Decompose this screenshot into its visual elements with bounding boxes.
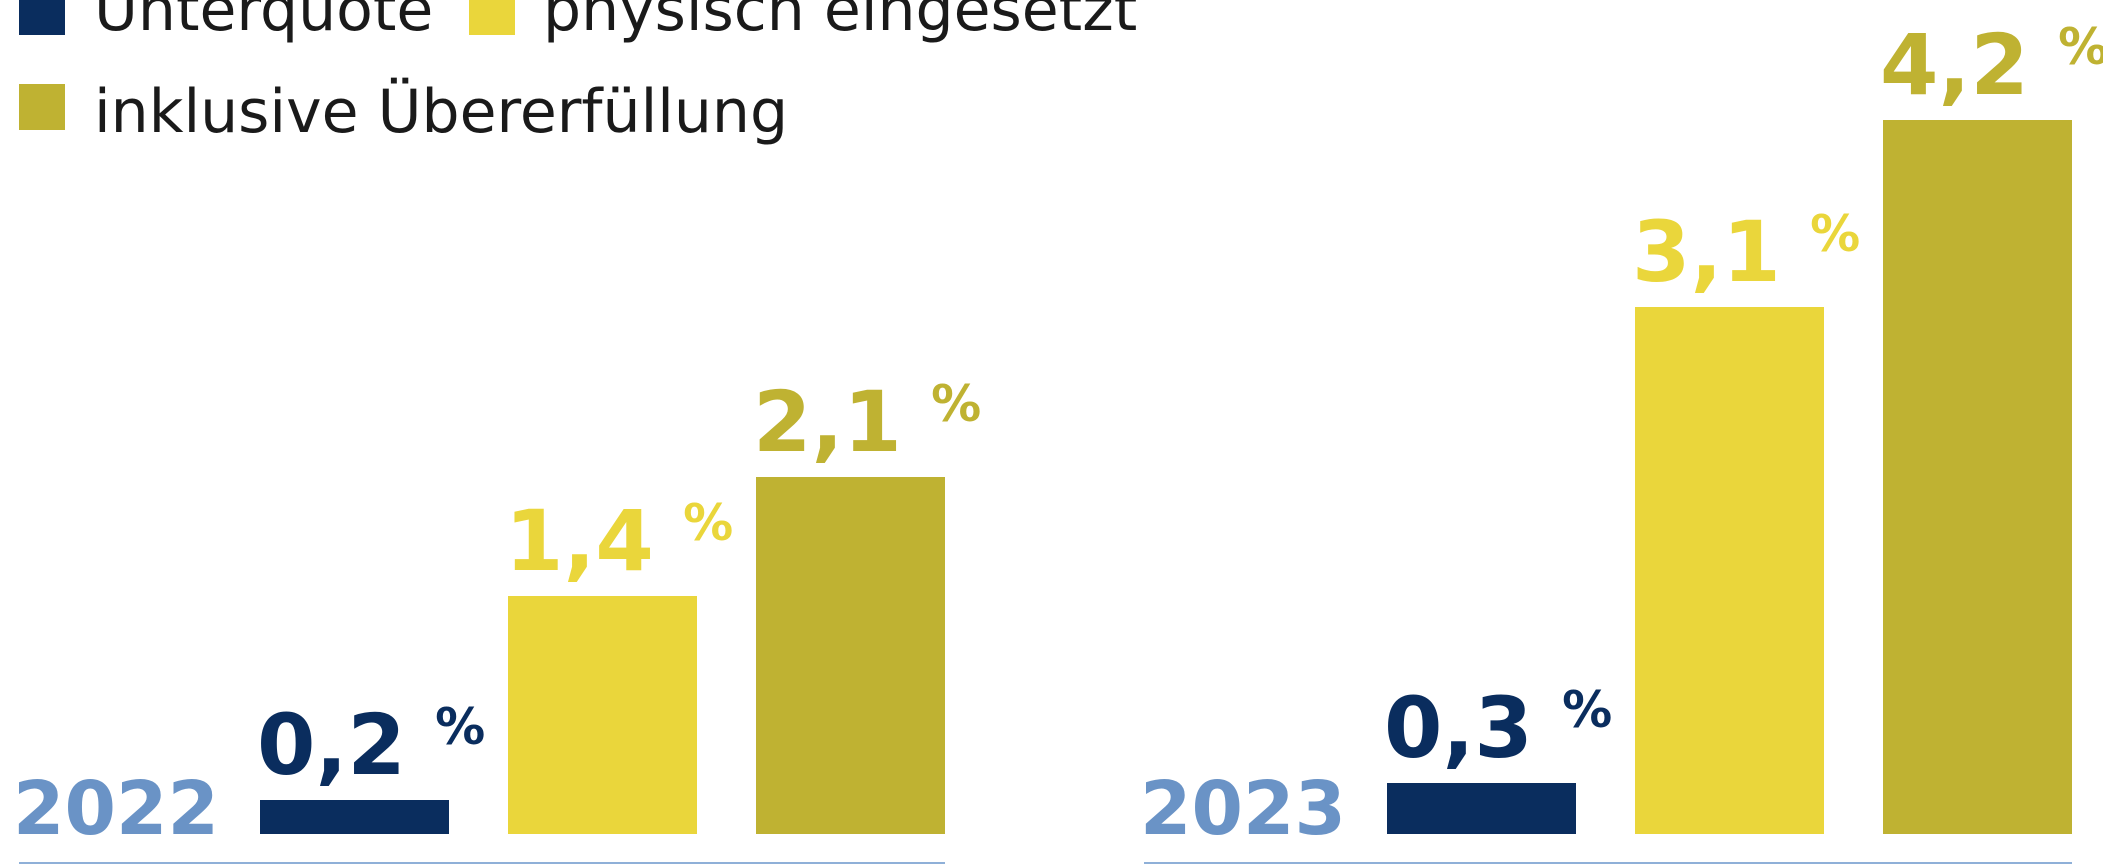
legend-label: inklusive Übererfüllung bbox=[94, 76, 788, 147]
legend-swatch bbox=[19, 84, 65, 130]
legend-swatch bbox=[469, 0, 515, 35]
value-label: 1,4 % bbox=[505, 492, 733, 590]
bar bbox=[1883, 120, 2072, 834]
bar bbox=[1387, 783, 1576, 834]
legend-label: physisch eingesetzt bbox=[543, 0, 1137, 45]
value-label: 3,1 % bbox=[1632, 203, 1860, 301]
bar bbox=[508, 596, 697, 834]
value-label: 4,2 % bbox=[1880, 16, 2103, 114]
legend-swatch bbox=[19, 0, 65, 35]
bar bbox=[756, 477, 945, 834]
value-label: 0,2 % bbox=[257, 696, 485, 794]
year-label: 2022 bbox=[13, 766, 219, 852]
bar bbox=[260, 800, 449, 834]
legend-label: Unterquote bbox=[94, 0, 433, 45]
year-label: 2023 bbox=[1140, 766, 1346, 852]
value-label: 2,1 % bbox=[753, 373, 981, 471]
bar bbox=[1635, 307, 1824, 834]
value-label: 0,3 % bbox=[1384, 679, 1612, 777]
